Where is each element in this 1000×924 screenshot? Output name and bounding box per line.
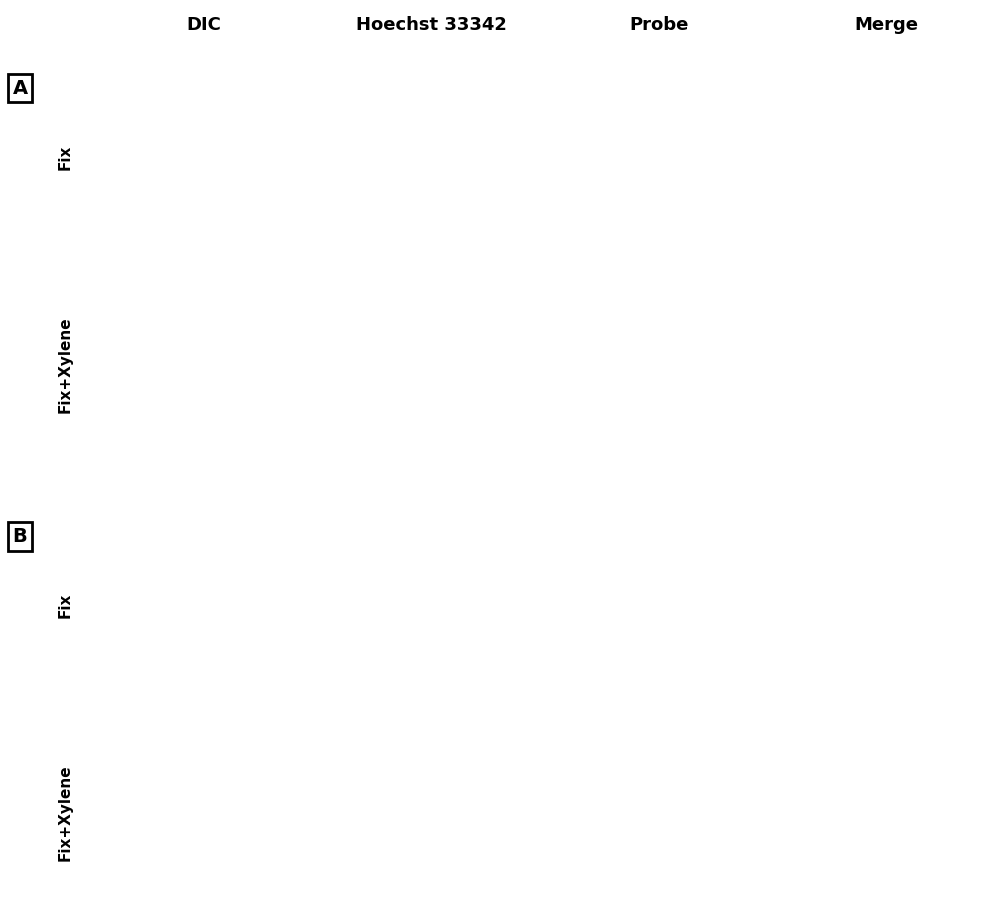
- Text: 1): 1): [99, 512, 120, 529]
- Text: Hoechst 33342: Hoechst 33342: [356, 17, 507, 34]
- Text: 6): 6): [327, 720, 347, 737]
- Text: Fix: Fix: [58, 592, 72, 618]
- Text: 7): 7): [554, 720, 575, 737]
- Text: Merge: Merge: [854, 17, 918, 34]
- Text: NPI: NPI: [734, 272, 763, 286]
- Text: 3): 3): [554, 64, 575, 81]
- Text: Fix+Xylene: Fix+Xylene: [58, 765, 72, 861]
- Text: 5): 5): [99, 272, 120, 289]
- Text: 8): 8): [782, 720, 802, 737]
- Text: 2): 2): [327, 64, 347, 81]
- Text: Fix+Xylene: Fix+Xylene: [58, 317, 72, 413]
- Text: 5): 5): [99, 720, 120, 737]
- Text: 1): 1): [99, 64, 120, 81]
- Text: 7): 7): [554, 272, 575, 289]
- Text: 8): 8): [782, 272, 802, 289]
- Text: B: B: [13, 527, 27, 546]
- Text: 4): 4): [782, 512, 802, 529]
- Text: 6): 6): [327, 272, 347, 289]
- Text: DIC: DIC: [186, 17, 221, 34]
- Text: Fix: Fix: [58, 144, 72, 170]
- Text: 4): 4): [782, 64, 802, 81]
- Text: 2): 2): [327, 512, 347, 529]
- Text: Nile Red: Nile Red: [692, 512, 763, 527]
- Text: 3): 3): [554, 512, 575, 529]
- Text: NPI: NPI: [734, 64, 763, 79]
- Text: Nile Red: Nile Red: [692, 720, 763, 735]
- Text: Probe: Probe: [629, 17, 688, 34]
- Text: A: A: [12, 79, 28, 98]
